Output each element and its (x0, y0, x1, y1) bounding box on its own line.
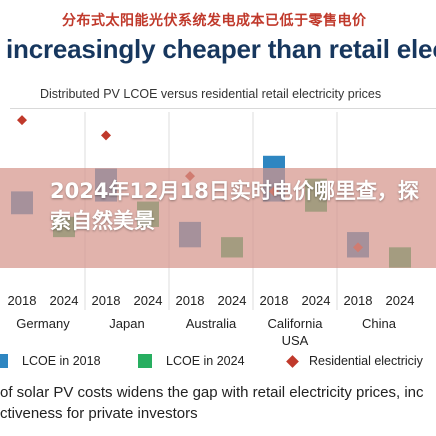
footnote: of solar PV costs widens the gap with re… (0, 382, 436, 424)
retail-marker-germany (17, 115, 27, 126)
legend-diamond-retail (286, 354, 299, 368)
group-label-australia: Australia (186, 316, 237, 331)
headline: increasingly cheaper than retail electri… (6, 34, 436, 64)
legend-label-2018: LCOE in 2018 (22, 354, 101, 368)
chinese-title: 分布式太阳能光伏系统发电成本已低于零售电价 (62, 13, 367, 29)
legend-item-lcoe-2018: LCOE in 2018 (0, 354, 101, 368)
group-label-california-usa: USA (282, 333, 309, 348)
retail-marker-japan (101, 130, 111, 141)
tick-label-japan-2024: 2024 (134, 293, 163, 308)
group-label-china: China (362, 316, 397, 331)
footnote-line-2: ctiveness for private investors (0, 405, 198, 422)
tick-label-japan-2018: 2018 (92, 293, 121, 308)
divider (10, 108, 436, 109)
legend-item-lcoe-2024: LCOE in 2024 (138, 354, 245, 368)
legend-label-retail: Residential electriciy (309, 354, 423, 368)
tick-label-california-usa-2018: 2018 (260, 293, 289, 308)
chart-title: Distributed PV LCOE versus residential r… (40, 87, 382, 101)
legend: LCOE in 2018 LCOE in 2024 Residential el… (0, 354, 436, 376)
legend-label-2024: LCOE in 2024 (166, 354, 245, 368)
legend-item-retail: Residential electriciy (286, 354, 423, 368)
tick-label-australia-2024: 2024 (218, 293, 247, 308)
overlay-banner: 2024年12月18日实时电价哪里查，探索自然美景 (0, 168, 436, 268)
legend-swatch-2018 (0, 354, 8, 368)
tick-label-china-2018: 2018 (344, 293, 373, 308)
footnote-line-1: of solar PV costs widens the gap with re… (0, 384, 424, 401)
tick-label-germany-2024: 2024 (50, 293, 79, 308)
group-label-japan: Japan (109, 316, 144, 331)
group-label-germany: Germany (16, 316, 70, 331)
group-label-california-usa: California (268, 316, 324, 331)
overlay-text: 2024年12月18日实时电价哪里查，探索自然美景 (50, 179, 419, 233)
legend-swatch-2024 (138, 354, 152, 368)
tick-label-australia-2018: 2018 (176, 293, 205, 308)
tick-label-china-2024: 2024 (386, 293, 415, 308)
tick-label-california-usa-2024: 2024 (302, 293, 331, 308)
tick-label-germany-2018: 2018 (8, 293, 37, 308)
